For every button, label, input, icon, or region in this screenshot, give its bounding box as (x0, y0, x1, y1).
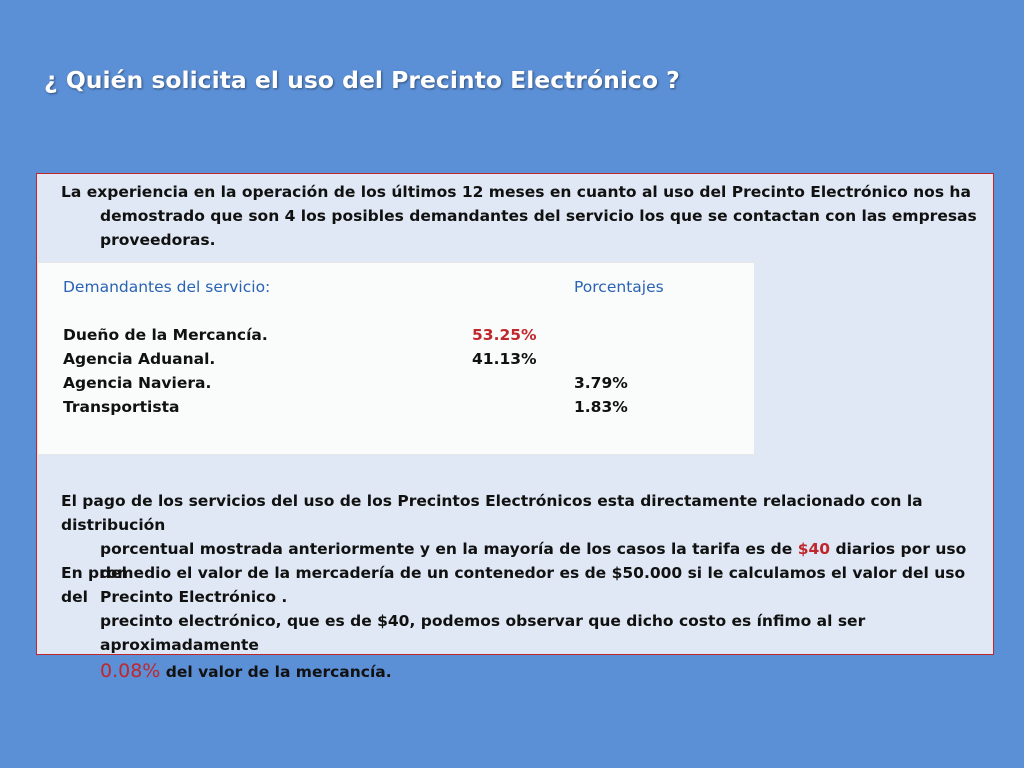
table-row-name: Agencia Aduanal. (63, 350, 216, 368)
table-header-demandantes: Demandantes del servicio: (63, 278, 271, 296)
intro-paragraph: La experiencia en la operación de los úl… (61, 180, 977, 252)
demand-table: Demandantes del servicio: Porcentajes Du… (37, 262, 755, 455)
table-row-value: 41.13% (472, 350, 537, 368)
average-line-3: 0.08% del valor de la mercancía. (61, 659, 977, 684)
table-row-name: Agencia Naviera. (63, 374, 212, 392)
intro-line-1: La experiencia en la operación de los úl… (61, 183, 971, 201)
average-line-2: precinto electrónico, que es de $40, pod… (100, 612, 866, 654)
table-row-value: 1.83% (574, 398, 628, 416)
average-line-3-tail: del valor de la mercancía. (160, 663, 392, 681)
table-header-porcentajes: Porcentajes (574, 278, 664, 296)
table-row-value: 3.79% (574, 374, 628, 392)
average-paragraph: En promedio el valor de la mercadería de… (61, 561, 977, 684)
intro-line-3: proveedoras. (100, 231, 216, 249)
percentage-highlight: 0.08% (100, 660, 161, 682)
payment-line-2: porcentual mostrada anteriormente y en l… (61, 537, 977, 585)
payment-line-3: Precinto Electrónico . (100, 588, 288, 606)
content-box: La experiencia en la operación de los úl… (36, 173, 994, 682)
table-row-name: Transportista (63, 398, 180, 416)
table-row-value: 53.25% (472, 326, 537, 344)
intro-line-2: demostrado que son 4 los posibles demand… (100, 207, 977, 225)
payment-line-2-tail: diarios por uso del (100, 540, 967, 582)
table-row-name: Dueño de la Mercancía. (63, 326, 268, 344)
payment-paragraph: El pago de los servicios del uso de los … (61, 489, 977, 609)
payment-line-2-text: porcentual mostrada anteriormente y en l… (100, 540, 798, 558)
tariff-highlight: $40 (797, 540, 831, 558)
payment-line-1: El pago de los servicios del uso de los … (61, 492, 923, 534)
slide-title: ¿ Quién solicita el uso del Precinto Ele… (44, 66, 680, 94)
average-line-1: En promedio el valor de la mercadería de… (61, 564, 966, 606)
